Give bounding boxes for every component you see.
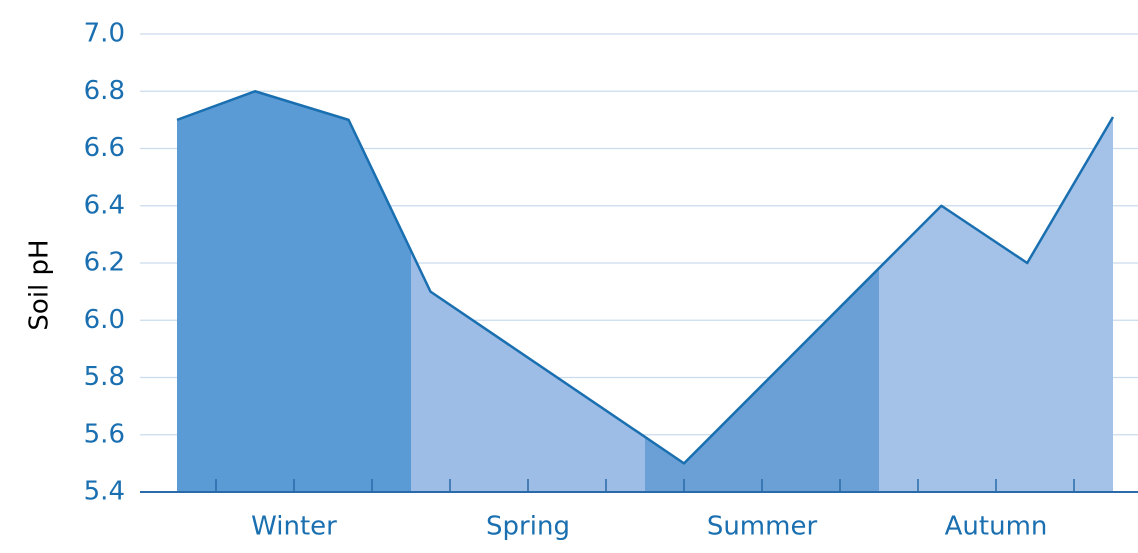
y-tick-label: 5.8 <box>84 362 125 392</box>
area <box>411 250 645 492</box>
area <box>645 268 879 492</box>
y-tick-label: 5.4 <box>84 477 125 507</box>
y-tick-label: 6.4 <box>84 190 125 220</box>
x-category-label: Autumn <box>945 512 1048 542</box>
y-axis-label: Soil pH <box>25 239 55 330</box>
line <box>176 90 1115 465</box>
y-tick-label: 6.2 <box>84 248 125 278</box>
area <box>177 91 411 492</box>
y-tick-label: 6.6 <box>84 133 125 163</box>
y-tick-label: 7.0 <box>84 19 125 49</box>
y-tick-label: 5.6 <box>84 419 125 449</box>
y-tick-label: 6.0 <box>84 305 125 335</box>
x-category-label: Winter <box>251 512 337 542</box>
y-tick-label: 6.8 <box>84 76 125 106</box>
x-category-label: Summer <box>707 512 818 542</box>
x-category-label: Spring <box>486 512 570 542</box>
